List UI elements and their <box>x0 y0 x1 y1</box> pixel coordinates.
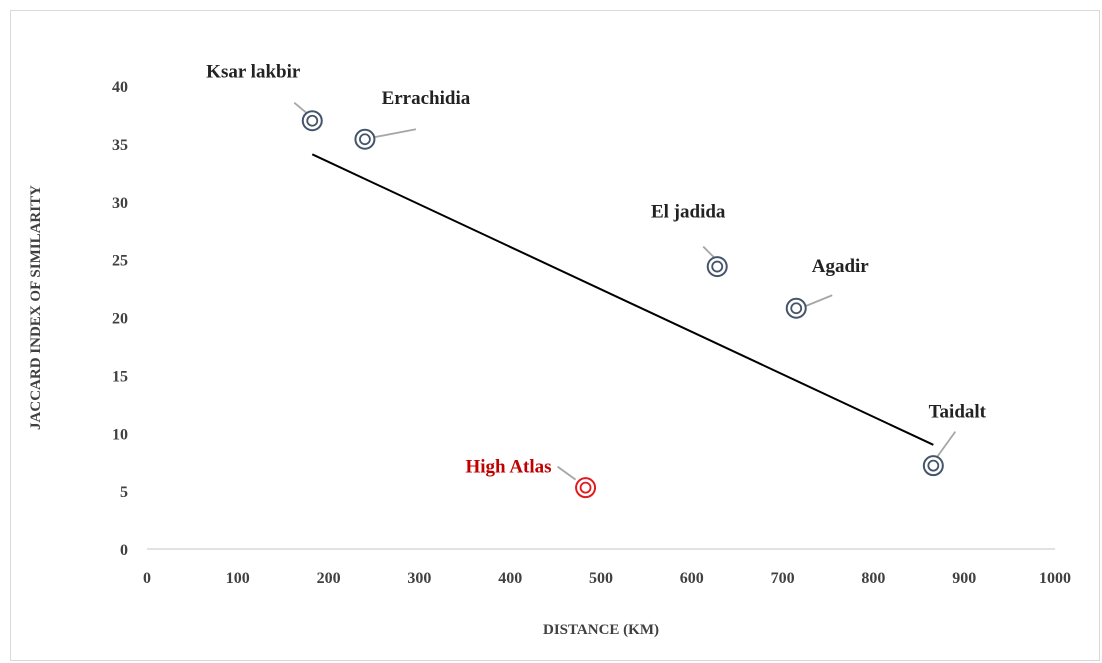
data-point <box>922 455 944 477</box>
y-axis-title: JACCARD INDEX OF SIMILARITY <box>28 185 44 430</box>
data-label: El jadida <box>651 202 726 223</box>
x-tick-label: 200 <box>317 570 341 587</box>
leader-line <box>702 245 715 259</box>
x-tick-label: 1000 <box>1039 570 1071 587</box>
data-points <box>301 110 944 499</box>
data-point <box>575 477 597 499</box>
data-point <box>301 110 323 132</box>
y-tick-label: 40 <box>112 79 128 96</box>
data-label: Taidalt <box>929 402 987 423</box>
y-tick-label: 30 <box>112 195 128 212</box>
y-tick-label: 35 <box>112 137 128 154</box>
x-tick-label: 500 <box>589 570 613 587</box>
leader-line <box>293 102 307 114</box>
y-tick-label: 0 <box>120 542 128 559</box>
data-point <box>706 256 728 278</box>
y-axis-ticks: 0 5 10 15 20 25 30 35 40 <box>112 79 128 559</box>
y-tick-label: 15 <box>112 368 128 385</box>
x-tick-label: 800 <box>861 570 885 587</box>
leader-line <box>373 128 417 139</box>
y-tick-label: 20 <box>112 311 128 328</box>
x-tick-label: 0 <box>143 570 151 587</box>
x-tick-label: 400 <box>498 570 522 587</box>
data-labels: Ksar lakbir Errachidia El jadida Agadir Taid… <box>206 62 987 478</box>
label-leader-lines <box>293 102 957 481</box>
y-tick-label: 10 <box>112 426 128 443</box>
leader-line <box>804 294 833 308</box>
data-point <box>785 297 807 319</box>
x-axis-title: DISTANCE (KM) <box>543 622 659 638</box>
y-tick-label: 25 <box>112 253 128 270</box>
x-tick-label: 300 <box>407 570 431 587</box>
x-axis-ticks: 0 100 200 300 400 500 600 700 800 900 1000 <box>143 570 1071 587</box>
leader-line <box>936 431 957 458</box>
chart-frame <box>10 10 1100 661</box>
y-tick-label: 5 <box>120 484 128 501</box>
leader-line <box>557 465 577 481</box>
trendline <box>311 153 934 446</box>
x-tick-label: 600 <box>680 570 704 587</box>
x-tick-label: 900 <box>952 570 976 587</box>
data-label: Errachidia <box>382 88 471 109</box>
data-label: Agadir <box>812 256 870 277</box>
data-point <box>354 128 376 150</box>
x-tick-label: 700 <box>771 570 795 587</box>
x-tick-label: 100 <box>226 570 250 587</box>
data-label: High Atlas <box>466 457 552 478</box>
data-label: Ksar lakbir <box>206 62 301 83</box>
